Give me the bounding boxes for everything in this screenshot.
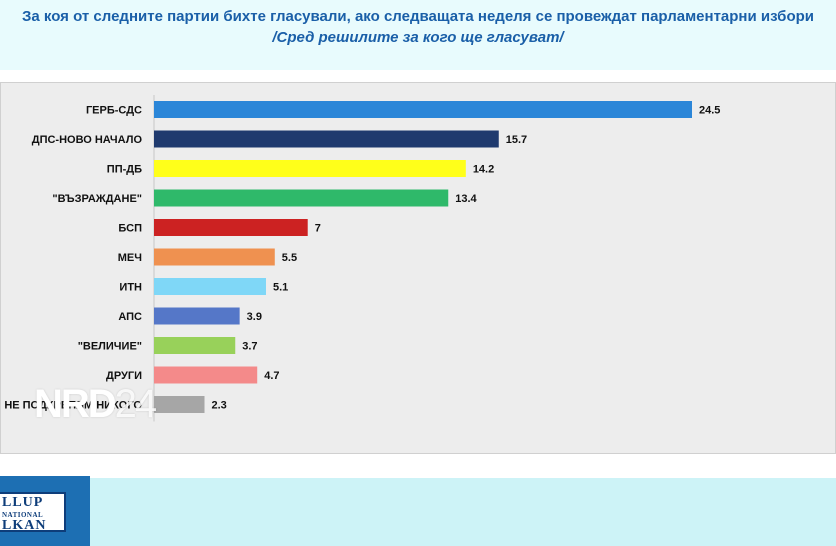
chart-frame (0, 82, 836, 454)
bar (154, 307, 240, 325)
value-label: 14.2 (473, 164, 494, 176)
value-label: 5.1 (273, 282, 288, 294)
logo-mid-text: NATIONAL (2, 511, 44, 519)
category-label: НЕ ПОДКРЕПЯМ НИКОГО (4, 400, 142, 412)
value-label: 5.5 (282, 252, 297, 264)
value-label: 7 (315, 223, 321, 235)
category-label: ГЕРБ-СДС (86, 105, 142, 117)
logo-top-text: LLUP (2, 495, 44, 510)
value-label: 3.7 (242, 341, 257, 353)
bar (154, 396, 205, 413)
footer (0, 478, 836, 546)
category-label: ПП-ДБ (107, 164, 142, 176)
bar (154, 160, 466, 177)
category-label: "ВЕЛИЧИЕ" (78, 341, 142, 353)
bar (154, 130, 499, 148)
chart-subtitle: /Сред решилите за кого ще гласуват/ (272, 29, 564, 46)
watermark-text: NRD (34, 382, 117, 426)
watermark-number: 24 (114, 382, 157, 426)
category-label: БСП (118, 223, 142, 235)
chart-title: За коя от следните партии бихте гласувал… (22, 8, 814, 25)
value-label: 15.7 (506, 134, 527, 146)
bar (154, 337, 236, 354)
value-label: 13.4 (455, 193, 477, 205)
bar (154, 248, 275, 266)
category-label: ДРУГИ (106, 370, 142, 382)
category-label: ИТН (119, 282, 142, 294)
bar (154, 366, 258, 384)
bar (154, 278, 266, 295)
bar (154, 219, 308, 236)
value-label: 4.7 (264, 370, 279, 382)
category-label: ДПС-НОВО НАЧАЛО (32, 134, 143, 146)
category-label: "ВЪЗРАЖДАНЕ" (52, 193, 142, 205)
logo-bottom-text: LKAN (2, 518, 47, 533)
bar (154, 101, 692, 118)
gallup-logo: LLUP NATIONAL LKAN (0, 476, 90, 546)
category-label: АПС (118, 311, 142, 323)
logo-box: LLUP NATIONAL LKAN (0, 492, 66, 533)
bars-group: ГЕРБ-СДС 24.5 ДПС-НОВО НАЧАЛО 15.7 ПП-ДБ 14.2… (4, 95, 720, 422)
category-label: МЕЧ (118, 252, 142, 264)
nrd24-watermark: NRD24 (34, 382, 157, 427)
value-label: 24.5 (699, 105, 720, 117)
bar (154, 189, 449, 207)
value-label: 2.3 (212, 400, 227, 412)
header: За коя от следните партии бихте гласувал… (0, 0, 836, 70)
value-label: 3.9 (247, 311, 262, 323)
